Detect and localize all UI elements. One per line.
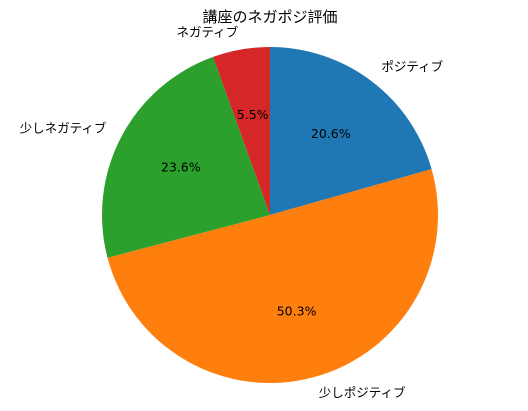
slice-percent-label: 20.6% bbox=[311, 126, 351, 141]
pie-slice bbox=[270, 47, 432, 215]
slice-percent-label: 50.3% bbox=[277, 304, 317, 319]
slice-percent-label: 23.6% bbox=[161, 160, 201, 175]
pie-slice bbox=[213, 47, 270, 215]
slice-label: 少しネガティブ bbox=[20, 121, 107, 136]
slice-label: ネガティブ bbox=[176, 24, 238, 39]
chart-title: 講座のネガポジ評価 bbox=[202, 8, 337, 26]
pie-slice bbox=[107, 169, 439, 384]
slice-label: ポジティブ bbox=[381, 59, 443, 74]
slice-percent-label: 5.5% bbox=[237, 107, 269, 122]
slice-label: 少しポジティブ bbox=[319, 385, 406, 400]
pie-slice bbox=[101, 56, 270, 258]
pie-slices bbox=[101, 47, 439, 384]
pie-labels: ポジティブ 20.6% 少しポジティブ 50.3% 少しネガティブ 23.6% ネガティブ 5… bbox=[20, 24, 444, 399]
